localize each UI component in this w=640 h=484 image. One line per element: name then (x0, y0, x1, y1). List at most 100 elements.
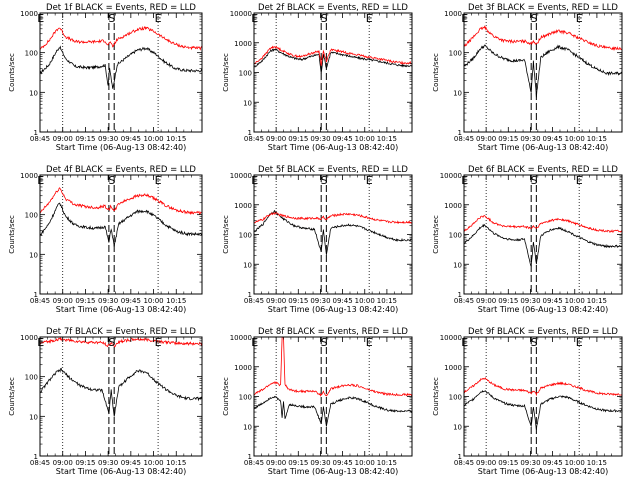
x-tick-label: 09:00 (266, 297, 286, 305)
y-tick-label: 1000 (234, 202, 252, 210)
x-axis-label: Start Time (06-Aug-13 08:42:40) (56, 143, 187, 152)
y-tick-label: 10000 (230, 334, 252, 342)
x-tick-label: 10:00 (143, 459, 163, 467)
x-tick-label: 10:00 (143, 297, 163, 305)
series-line-events (254, 209, 413, 255)
event-marker-label: E (461, 12, 468, 25)
y-tick-label: 1 (458, 291, 462, 299)
series-line-events (463, 390, 623, 430)
event-marker-label: S (531, 12, 538, 25)
series-line-lld (463, 214, 623, 233)
event-marker-label: E (155, 12, 162, 25)
y-tick-label: 10 (453, 89, 462, 97)
series-line-lld (463, 377, 623, 397)
series-line-lld (39, 25, 203, 51)
series-line-events (463, 223, 623, 268)
x-tick-label: 09:45 (543, 459, 563, 467)
x-axis-label: Start Time (06-Aug-13 08:42:40) (56, 305, 187, 314)
panel-title: Det 1f BLACK = Events, RED = LLD (46, 3, 196, 13)
event-marker-label: E (155, 336, 162, 349)
x-tick-label: 09:00 (476, 135, 496, 143)
x-tick-label: 09:00 (53, 135, 73, 143)
event-marker-label: E (366, 336, 373, 349)
y-tick-label: 100 (449, 50, 462, 58)
event-marker-label: E (251, 336, 258, 349)
panel-title: Det 3f BLACK = Events, RED = LLD (468, 3, 618, 13)
x-tick-label: 09:45 (333, 459, 353, 467)
y-axis-label: Counts/sec (222, 215, 230, 254)
series-line-events (39, 367, 203, 417)
panel-title: Det 2f BLACK = Events, RED = LLD (258, 3, 408, 13)
y-tick-label: 10 (243, 423, 252, 431)
plot-frame (253, 336, 413, 457)
x-tick-label: 10:00 (355, 135, 375, 143)
series-line-lld (253, 211, 413, 225)
event-marker-label: E (576, 174, 583, 187)
y-tick-label: 10 (453, 423, 462, 431)
x-tick-label: 10:15 (377, 459, 397, 467)
x-tick-label: 09:30 (310, 297, 330, 305)
x-tick-label: 09:30 (98, 135, 118, 143)
x-axis-label: Start Time (06-Aug-13 08:42:40) (478, 143, 609, 152)
plot-frame (253, 174, 413, 295)
series-line-events (39, 45, 203, 89)
series-line-lld (39, 187, 203, 215)
y-tick-label: 10 (29, 251, 38, 259)
y-axis-label: Counts/sec (432, 377, 440, 416)
y-tick-label: 1 (248, 453, 252, 461)
plot-frame (253, 12, 413, 133)
plot-frame (39, 174, 203, 295)
x-tick-label: 09:00 (476, 297, 496, 305)
x-tick-label: 09:45 (543, 297, 563, 305)
plot-frame (39, 12, 203, 133)
x-tick-label: 10:00 (355, 459, 375, 467)
event-marker-label: E (366, 12, 373, 25)
y-axis-label: Counts/sec (222, 53, 230, 92)
x-tick-label: 10:15 (166, 135, 186, 143)
x-tick-label: 10:15 (166, 459, 186, 467)
x-tick-label: 09:00 (266, 459, 286, 467)
x-axis-label: Start Time (06-Aug-13 08:42:40) (268, 305, 399, 314)
y-tick-label: 100 (449, 394, 462, 402)
x-tick-label: 09:30 (98, 297, 118, 305)
y-tick-label: 10000 (440, 172, 462, 180)
event-marker-label: S (531, 174, 538, 187)
x-tick-label: 09:45 (121, 459, 141, 467)
y-axis-label: Counts/sec (8, 215, 16, 254)
y-tick-label: 1 (34, 129, 38, 137)
x-axis-label: Start Time (06-Aug-13 08:42:40) (56, 467, 187, 476)
x-tick-label: 08:45 (244, 459, 264, 467)
x-tick-label: 10:00 (565, 459, 585, 467)
y-tick-label: 100 (239, 70, 252, 78)
y-tick-label: 100 (25, 212, 38, 220)
x-tick-label: 10:15 (587, 459, 607, 467)
event-marker-label: E (461, 174, 468, 187)
x-tick-label: 09:00 (53, 459, 73, 467)
x-tick-label: 10:00 (565, 297, 585, 305)
series-line-events (253, 395, 413, 427)
x-tick-label: 09:00 (476, 459, 496, 467)
x-tick-label: 09:45 (333, 297, 353, 305)
plot-frame (463, 336, 623, 457)
x-tick-label: 09:15 (288, 459, 308, 467)
event-marker-label: S (321, 174, 328, 187)
panel-title: Det 9f BLACK = Events, RED = LLD (468, 327, 618, 337)
x-tick-label: 09:30 (520, 297, 540, 305)
y-axis-label: Counts/sec (222, 377, 230, 416)
y-tick-label: 100 (25, 374, 38, 382)
x-tick-label: 09:30 (310, 459, 330, 467)
plot-frame (463, 12, 623, 133)
y-tick-label: 1000 (444, 202, 462, 210)
series-line-events (253, 48, 413, 74)
series-line-lld (463, 25, 623, 51)
event-marker-label: S (108, 174, 115, 187)
event-marker-label: E (37, 12, 44, 25)
event-marker-label: S (321, 12, 328, 25)
y-tick-label: 1 (248, 129, 252, 137)
